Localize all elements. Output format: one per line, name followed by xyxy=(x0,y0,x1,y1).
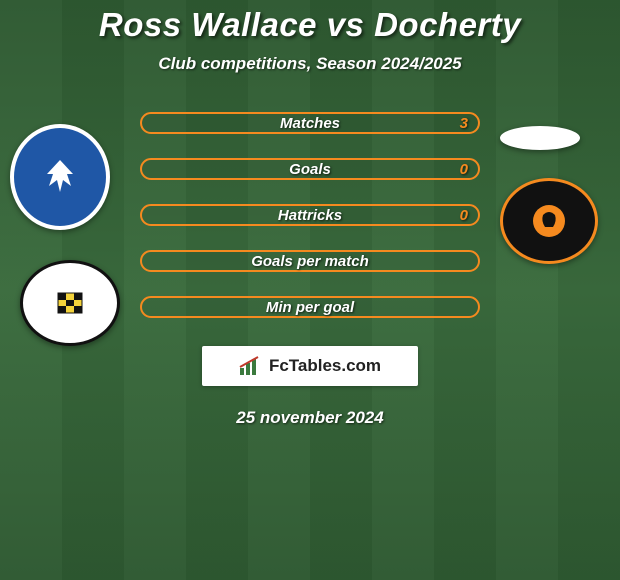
bar-label: Min per goal xyxy=(266,299,354,316)
bar-matches: Matches 3 xyxy=(140,112,480,134)
crest-right-oval xyxy=(500,126,580,150)
bars-chart-icon xyxy=(239,356,263,376)
bar-min-per-goal: Min per goal xyxy=(140,296,480,318)
bar-label: Goals per match xyxy=(251,253,369,270)
lion-shield-icon xyxy=(525,197,573,245)
checker-shield-icon xyxy=(48,281,92,325)
bar-hattricks: Hattricks 0 xyxy=(140,204,480,226)
content: Ross Wallace vs Docherty Club competitio… xyxy=(0,0,620,580)
eagle-icon xyxy=(35,152,85,202)
crest-left-top xyxy=(10,124,110,230)
crest-left-bottom xyxy=(20,260,120,346)
page-subtitle: Club competitions, Season 2024/2025 xyxy=(0,54,620,74)
crest-right-mid xyxy=(500,178,598,264)
bar-label: Hattricks xyxy=(278,207,342,224)
date-text: 25 november 2024 xyxy=(0,408,620,428)
bar-value-right: 0 xyxy=(460,161,468,178)
bar-label: Matches xyxy=(280,115,340,132)
bar-label: Goals xyxy=(289,161,331,178)
bar-goals: Goals 0 xyxy=(140,158,480,180)
bar-value-right: 3 xyxy=(460,115,468,132)
page-title: Ross Wallace vs Docherty xyxy=(0,0,620,44)
comparison-bars: Matches 3 Goals 0 Hattricks 0 Goals per … xyxy=(140,112,480,318)
bar-value-right: 0 xyxy=(460,207,468,224)
brand-box: FcTables.com xyxy=(202,346,418,386)
brand-text: FcTables.com xyxy=(269,356,381,376)
bar-goals-per-match: Goals per match xyxy=(140,250,480,272)
